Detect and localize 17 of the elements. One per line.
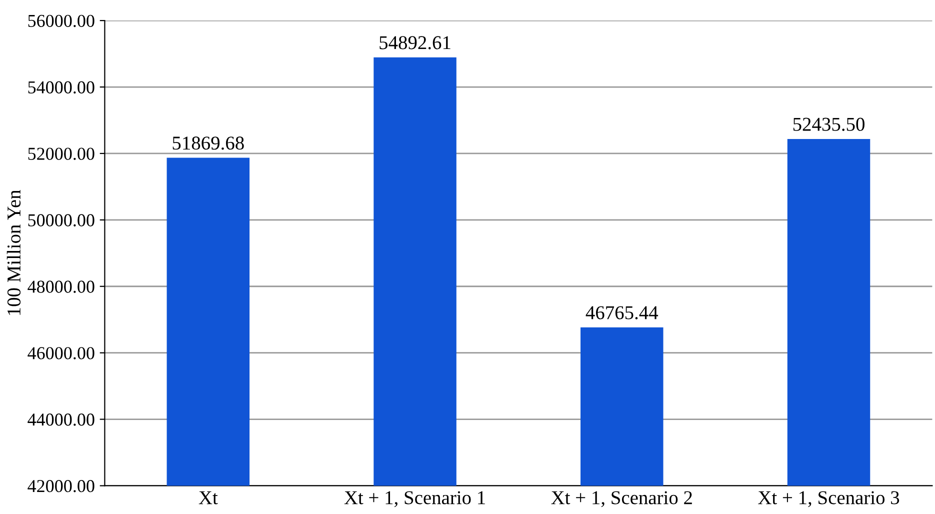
data-label: 54892.61 (380, 36, 450, 50)
y-tick-label: 54000.00 (28, 81, 94, 94)
y-tick-label: 44000.00 (28, 414, 94, 426)
y-tick-label: 48000.00 (28, 280, 94, 293)
y-tick-label: 46000.00 (28, 347, 94, 360)
data-label: 52435.50 (793, 118, 864, 131)
y-tick-label: 42000.00 (28, 480, 94, 492)
y-tick-label: 50000.00 (28, 214, 94, 226)
x-tick-label: Xt + 1, Scenario 3 (758, 491, 900, 508)
y-tick-label: 56000.00 (28, 14, 94, 28)
x-tick-label: Xt (198, 491, 218, 504)
x-tick-label: Xt + 1, Scenario 2 (551, 491, 692, 508)
x-tick-label: Xt + 1, Scenario 1 (344, 491, 485, 508)
data-label: 51869.68 (172, 136, 244, 150)
y-tick-label: 52000.00 (28, 148, 94, 160)
data-label: 46765.44 (586, 306, 658, 320)
y-axis-title: 100 Million Yen (6, 190, 21, 315)
